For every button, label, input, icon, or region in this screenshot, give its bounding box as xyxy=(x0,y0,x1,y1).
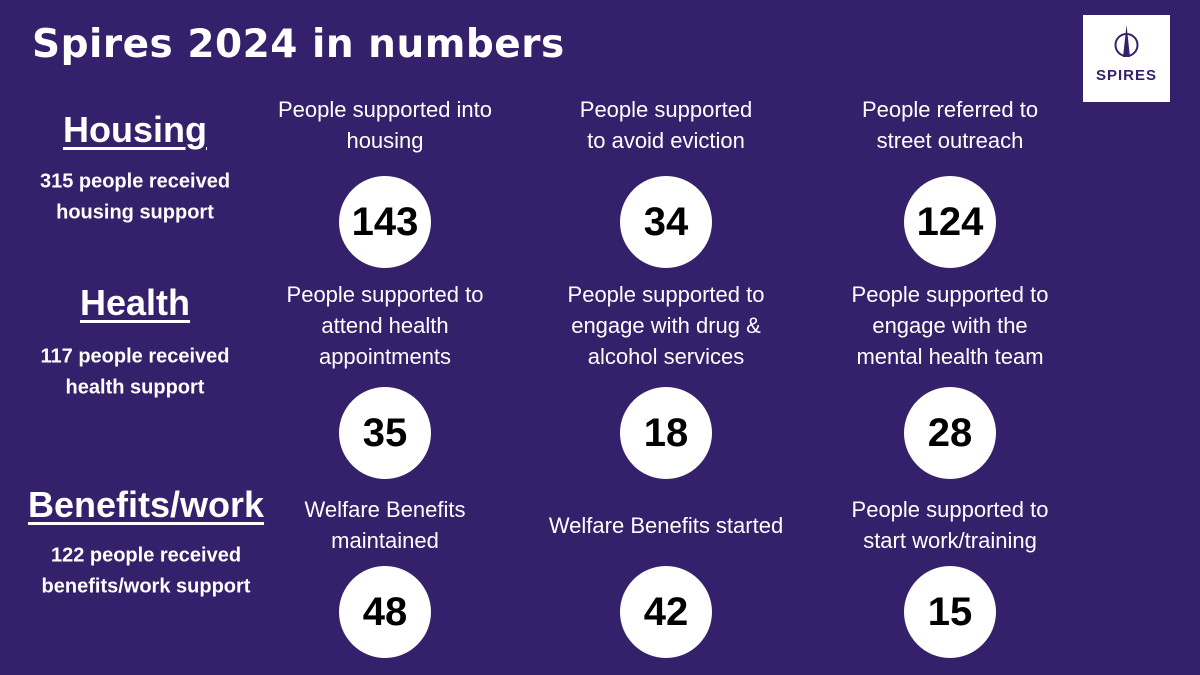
stat-label: Welfare Benefits xyxy=(304,497,466,522)
stat-label: Welfare Benefits started xyxy=(548,512,784,538)
stat-label: People supported to xyxy=(851,497,1049,522)
stat-value: 42 xyxy=(620,566,712,658)
stat-value: 35 xyxy=(339,387,431,479)
stat-label: People supported into xyxy=(277,97,493,122)
stat-label: attend health xyxy=(321,313,449,338)
stat-value: 34 xyxy=(620,176,712,268)
section-summary: housing support xyxy=(56,201,214,224)
stat-label: to avoid eviction xyxy=(587,128,745,153)
stat-label: People referred to xyxy=(861,97,1039,122)
section-summary: 117 people received xyxy=(40,345,230,368)
stat-label: People supported to xyxy=(567,282,765,307)
logo-icon xyxy=(1114,25,1139,57)
stat-value: 18 xyxy=(620,387,712,479)
stat-value: 48 xyxy=(339,566,431,658)
stat-label: People supported to xyxy=(851,282,1049,307)
stat-value: 15 xyxy=(904,566,996,658)
stat-label: housing xyxy=(346,128,424,153)
stat-label: start work/training xyxy=(863,528,1037,553)
section-heading: Health xyxy=(79,282,191,323)
stat-value: 124 xyxy=(904,176,996,268)
stat-label: alcohol services xyxy=(587,344,745,369)
stat-label: maintained xyxy=(331,528,439,553)
section-summary: benefits/work support xyxy=(41,575,251,598)
stat-label: street outreach xyxy=(876,128,1024,153)
stat-label: engage with drug & xyxy=(571,313,761,338)
stat-label: People supported to xyxy=(286,282,484,307)
stat-value: 143 xyxy=(339,176,431,268)
logo-text: SPIRES xyxy=(1095,67,1158,84)
section-summary: health support xyxy=(65,376,205,399)
section-heading: Housing xyxy=(63,109,207,150)
section-heading: Benefits/work xyxy=(27,484,265,525)
stat-label: appointments xyxy=(318,344,452,369)
title: Spires 2024 in numbers xyxy=(32,22,565,67)
stat-label: People supported xyxy=(579,97,753,122)
stat-value: 28 xyxy=(904,387,996,479)
section-summary: 315 people received xyxy=(39,170,231,193)
stat-label: mental health team xyxy=(856,344,1044,369)
section-summary: 122 people received xyxy=(50,544,242,567)
stat-label: engage with the xyxy=(872,313,1028,338)
logo: SPIRES xyxy=(1083,15,1170,102)
